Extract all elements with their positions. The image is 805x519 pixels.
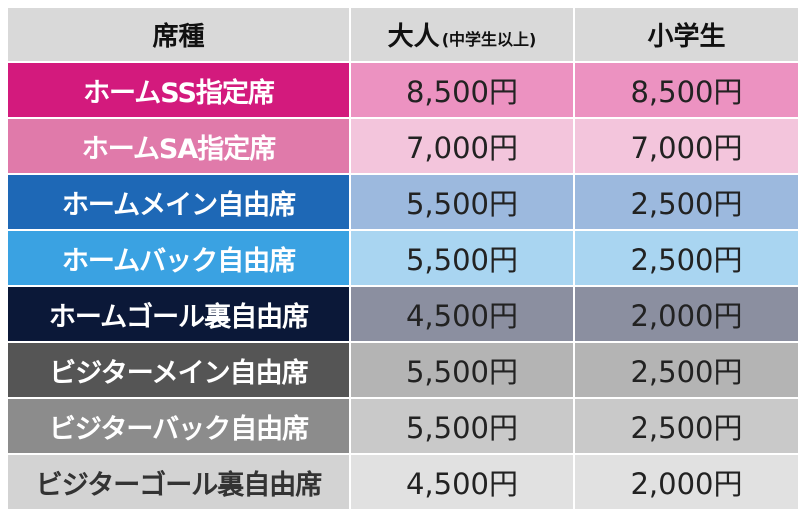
- price: 4,500円: [405, 467, 519, 501]
- price: 2,000円: [630, 467, 743, 501]
- price: 5,500円: [405, 187, 519, 221]
- price: 5,500円: [405, 355, 519, 389]
- price: 2,500円: [630, 355, 743, 389]
- header-cell: 小学生: [575, 8, 798, 61]
- price: 2,500円: [630, 187, 743, 221]
- price-cell: 2,000円: [575, 455, 798, 509]
- seat-name: ホームメイン自由席: [61, 189, 296, 221]
- price-cell: 2,000円: [575, 287, 798, 341]
- seat-cell: ホームSS指定席: [8, 63, 349, 117]
- header-text: 大人: [387, 22, 440, 52]
- seat-name: ホームSA指定席: [81, 133, 277, 165]
- price-cell: 2,500円: [575, 175, 798, 229]
- seat-cell: ホームバック自由席: [8, 231, 349, 285]
- seat-name: ホームゴール裏自由席: [48, 301, 309, 333]
- price-cell: 5,500円: [351, 399, 573, 453]
- seat-name: ホームバック自由席: [61, 245, 296, 277]
- seat-cell: ビジターバック自由席: [8, 399, 349, 453]
- price-cell: 8,500円: [351, 63, 573, 117]
- seat-cell: ホームメイン自由席: [8, 175, 349, 229]
- price-cell: 4,500円: [351, 455, 573, 509]
- seat-name: ビジターゴール裏自由席: [35, 469, 322, 501]
- price-table: 席種 大人 (中学生以上) 小学生 ホームSS指定席 8,500円 8,500円ホーム…: [8, 8, 798, 511]
- header-text: 小学生: [647, 22, 726, 52]
- price: 7,000円: [630, 131, 743, 165]
- price: 5,500円: [405, 243, 519, 277]
- header-cell: 席種: [8, 8, 349, 61]
- price-cell: 4,500円: [351, 287, 573, 341]
- header-subtext: (中学生以上): [441, 29, 537, 49]
- price: 7,000円: [405, 131, 519, 165]
- seat-name: ホームSS指定席: [83, 77, 275, 109]
- price: 2,500円: [630, 411, 743, 445]
- price: 8,500円: [405, 75, 519, 109]
- price-cell: 7,000円: [351, 119, 573, 173]
- price-cell: 7,000円: [575, 119, 798, 173]
- price-cell: 5,500円: [351, 175, 573, 229]
- price-cell: 2,500円: [575, 399, 798, 453]
- price: 5,500円: [405, 411, 519, 445]
- price-cell: 5,500円: [351, 231, 573, 285]
- seat-name: ビジターメイン自由席: [49, 357, 308, 389]
- price-cell: 8,500円: [575, 63, 798, 117]
- seat-cell: ホームゴール裏自由席: [8, 287, 349, 341]
- header-text: 席種: [152, 22, 205, 52]
- price: 2,500円: [630, 243, 743, 277]
- price: 8,500円: [630, 75, 743, 109]
- seat-name: ビジターバック自由席: [48, 413, 309, 445]
- seat-cell: ホームSA指定席: [8, 119, 349, 173]
- seat-cell: ビジターゴール裏自由席: [8, 455, 349, 509]
- header-cell: 大人 (中学生以上): [351, 8, 573, 61]
- price-cell: 5,500円: [351, 343, 573, 397]
- price-cell: 2,500円: [575, 343, 798, 397]
- price-cell: 2,500円: [575, 231, 798, 285]
- price: 2,000円: [630, 299, 743, 333]
- price: 4,500円: [405, 299, 519, 333]
- seat-cell: ビジターメイン自由席: [8, 343, 349, 397]
